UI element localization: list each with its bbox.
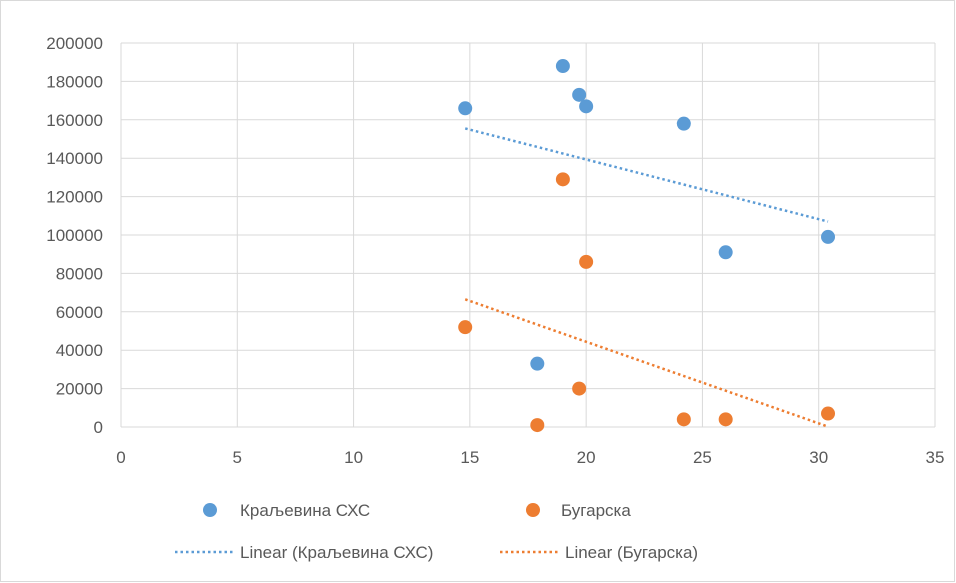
data-point-series-2 [718, 412, 733, 427]
data-point-series-1 [718, 245, 733, 260]
data-point-series-2 [579, 254, 594, 269]
legend-label-series-1: Краљевина СХС [240, 501, 370, 520]
data-point-series-1 [676, 116, 691, 131]
legend-label-trendline-2: Linear (Бугарска) [565, 543, 698, 562]
data-point-series-1 [530, 356, 545, 371]
x-tick-label: 30 [809, 448, 828, 467]
x-tick-label: 10 [344, 448, 363, 467]
data-point-series-2 [530, 418, 545, 433]
data-point-series-2 [821, 406, 836, 421]
y-tick-label: 180000 [46, 72, 103, 91]
trendline-layer [464, 127, 829, 428]
legend-marker-series-2 [526, 503, 540, 517]
legend-label-series-2: Бугарска [561, 501, 631, 520]
data-point-series-2 [572, 381, 587, 396]
y-tick-label: 80000 [56, 264, 103, 283]
x-tick-label: 5 [233, 448, 242, 467]
x-tick-label: 35 [926, 448, 945, 467]
x-tick-label: 15 [460, 448, 479, 467]
x-tick-label: 25 [693, 448, 712, 467]
legend-label-trendline-1: Linear (Краљевина СХС) [240, 543, 433, 562]
grid-layer [120, 42, 936, 428]
y-tick-label: 20000 [56, 380, 103, 399]
data-point-series-2 [458, 320, 473, 335]
trendline-1 [464, 127, 829, 223]
y-tick-label: 160000 [46, 111, 103, 130]
data-point-series-1 [579, 99, 594, 114]
y-tick-label: 100000 [46, 226, 103, 245]
y-tick-label: 0 [94, 418, 103, 437]
data-point-series-1 [555, 59, 570, 74]
y-tick-label: 200000 [46, 34, 103, 53]
x-tick-label: 20 [577, 448, 596, 467]
y-tick-label: 40000 [56, 341, 103, 360]
data-point-series-2 [676, 412, 691, 427]
y-tick-label: 60000 [56, 303, 103, 322]
data-point-series-1 [458, 101, 473, 116]
legend-marker-series-1 [203, 503, 217, 517]
data-point-series-2 [555, 172, 570, 187]
axis-layer: 0 20000 40000 60000 80000 100000 120000 140000 1… [46, 34, 944, 467]
data-point-series-1 [572, 87, 587, 102]
legend: Краљевина СХС Бугарска Linear (Краљевина… [175, 501, 698, 562]
x-tick-label: 0 [116, 448, 125, 467]
y-tick-label: 120000 [46, 188, 103, 207]
trendline-2 [464, 298, 829, 428]
y-tick-label: 140000 [46, 149, 103, 168]
point-layer [458, 59, 836, 433]
data-point-series-1 [821, 229, 836, 244]
